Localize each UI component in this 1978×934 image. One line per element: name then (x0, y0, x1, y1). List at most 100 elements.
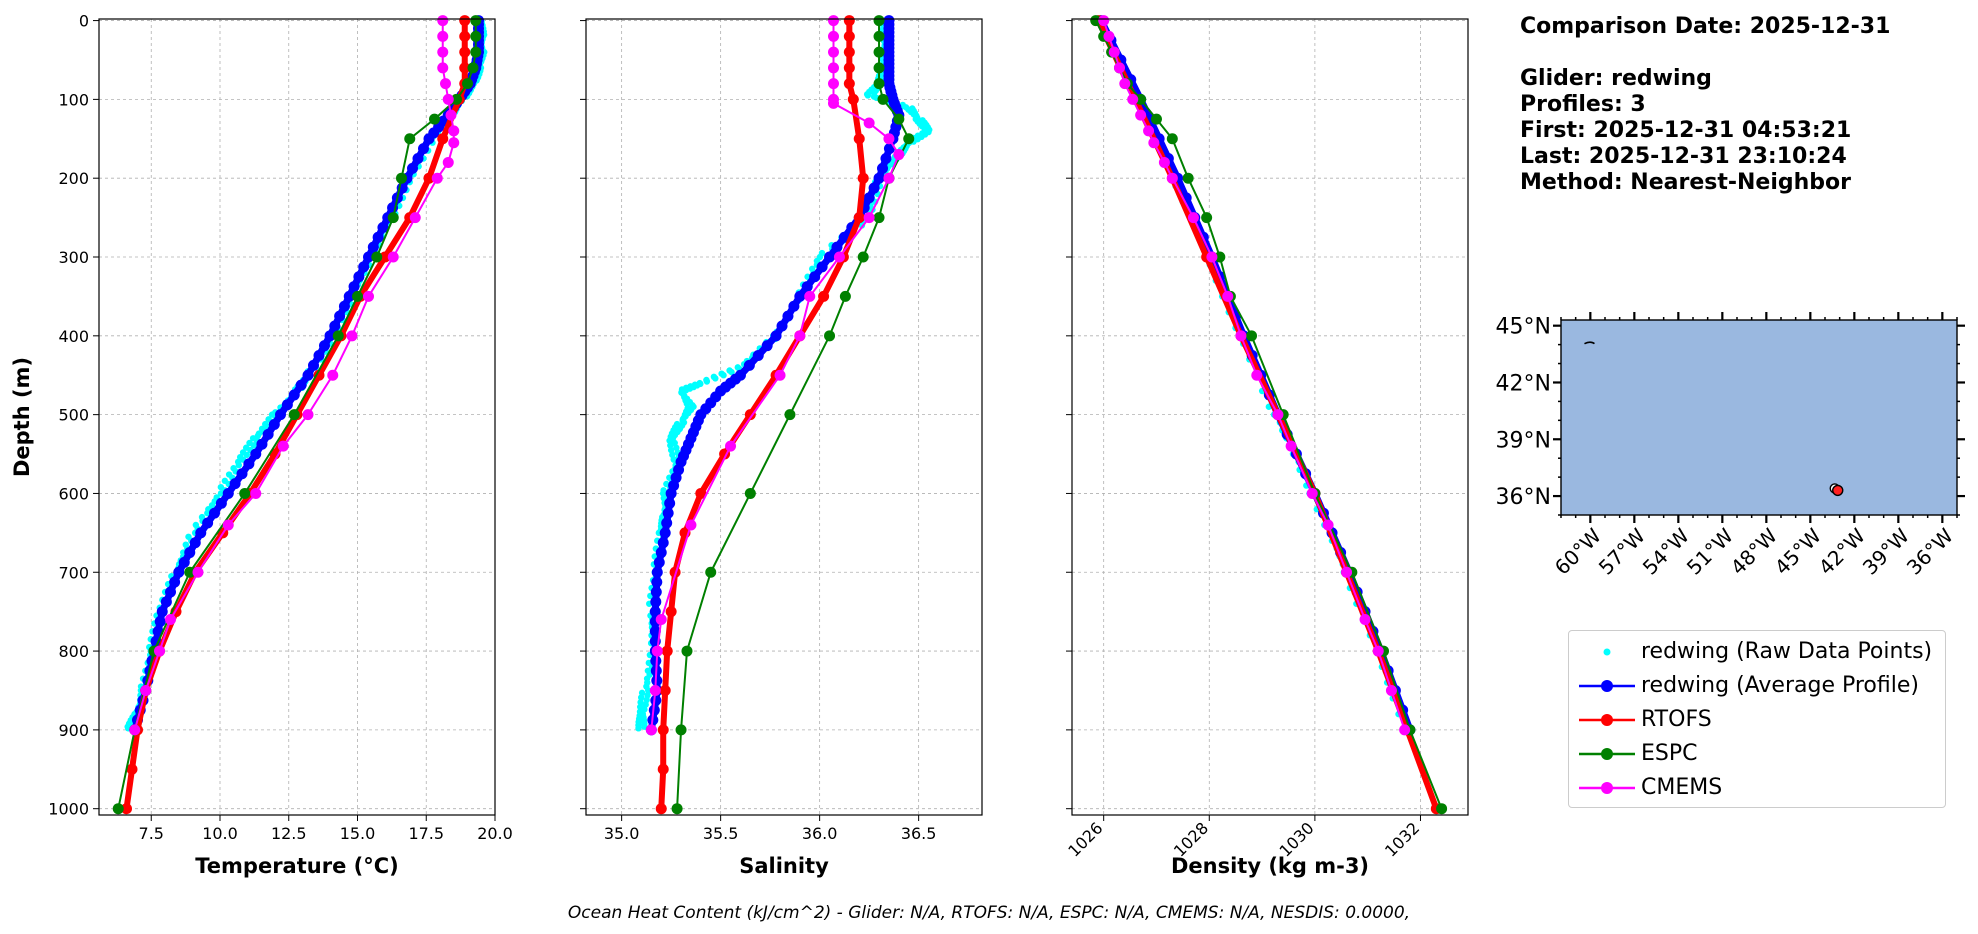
data-point-glider (649, 606, 661, 618)
map-x-tick-label: 45°W (1770, 523, 1826, 579)
data-point-glider (649, 625, 661, 637)
legend-label: CMEMS (1641, 775, 1723, 800)
data-point-rtofs (379, 251, 391, 263)
data-point-cmems (645, 724, 657, 736)
data-point-glider (363, 251, 374, 263)
raw-data-point (204, 509, 211, 517)
data-point-glider (662, 507, 674, 519)
data-point-cmems (725, 440, 737, 452)
data-point-cmems (1187, 212, 1199, 224)
x-tick-label: 15.0 (340, 824, 376, 843)
data-point-glider (883, 143, 895, 155)
data-point-glider (761, 340, 773, 352)
data-point-glider (372, 231, 384, 243)
data-point-cmems (828, 30, 839, 42)
data-point-espc (873, 62, 885, 74)
data-point-glider (782, 310, 794, 322)
raw-data-point (635, 725, 642, 732)
x-tick-label: 7.5 (139, 824, 164, 843)
data-point-espc (112, 803, 124, 815)
series-cmems (645, 15, 905, 736)
data-point-espc (857, 251, 869, 263)
data-point-espc (387, 212, 399, 224)
data-point-cmems (1385, 684, 1397, 696)
data-point-glider (178, 556, 190, 568)
data-point-glider (156, 606, 168, 618)
data-point-glider (664, 497, 676, 509)
legend-item-glider: redwing (Average Profile) (1569, 669, 1945, 703)
data-point-cmems (1143, 125, 1155, 137)
data-point-cmems (1359, 614, 1371, 626)
data-point-glider (202, 517, 214, 529)
info-panel: Comparison Date: 2025-12-31 Glider: redw… (1520, 14, 1890, 196)
data-point-cmems (1399, 724, 1411, 736)
data-point-cmems (651, 645, 663, 657)
data-point-espc (352, 290, 363, 302)
data-point-cmems (409, 212, 421, 224)
data-point-rtofs (126, 763, 138, 775)
data-point-espc (893, 113, 905, 125)
data-point-glider (313, 350, 325, 362)
data-point-cmems (250, 487, 262, 499)
data-point-espc (467, 62, 479, 74)
map-x-tick-label: 42°W (1814, 523, 1870, 579)
data-point-glider (268, 418, 280, 430)
data-point-glider (877, 162, 889, 174)
ohc-footer: Ocean Heat Content (kJ/cm^2) - Glider: N… (567, 903, 1411, 923)
data-point-espc (877, 93, 889, 105)
raw-data-point (703, 378, 711, 385)
map-x-tick-label: 57°W (1594, 523, 1650, 579)
x-tick-label: 1032 (1381, 818, 1423, 860)
data-point-glider (687, 426, 699, 438)
data-point-cmems (222, 519, 234, 531)
series-cmems (129, 15, 460, 736)
data-point-cmems (893, 149, 905, 161)
data-point-glider (319, 340, 330, 352)
data-point-cmems (1206, 251, 1218, 263)
data-point-rtofs (659, 684, 671, 696)
data-point-espc (371, 251, 383, 263)
data-point-espc (239, 487, 251, 499)
data-point-glider (229, 478, 241, 490)
raw-data-point (644, 687, 652, 694)
data-point-cmems (828, 78, 839, 90)
data-point-glider (801, 281, 813, 293)
data-point-glider (154, 616, 166, 628)
data-point-glider (651, 566, 663, 578)
data-point-cmems (828, 15, 839, 27)
data-point-glider (824, 251, 836, 263)
x-tick-label: 35.5 (703, 824, 739, 843)
data-point-glider (377, 221, 389, 233)
data-point-glider (653, 556, 665, 568)
raw-data-point (254, 432, 262, 440)
data-point-glider (650, 596, 662, 608)
data-point-glider (169, 576, 181, 588)
data-point-cmems (363, 290, 374, 302)
raw-data-point (243, 451, 251, 459)
data-point-cmems (685, 519, 697, 531)
map-y-tick-label: 36°N (1496, 485, 1551, 510)
data-point-glider (250, 448, 262, 460)
data-point-cmems (1285, 440, 1297, 452)
data-point-glider (302, 369, 314, 381)
data-point-cmems (442, 93, 454, 105)
data-point-cmems (1322, 519, 1334, 531)
raw-data-point (864, 92, 872, 99)
last-time: Last: 2025-12-31 23:10:24 (1520, 144, 1847, 169)
raw-data-point (728, 368, 735, 376)
data-point-cmems (1114, 62, 1126, 74)
data-point-rtofs (853, 212, 865, 224)
data-point-rtofs (843, 62, 855, 74)
data-point-espc (1201, 212, 1213, 224)
map-ocean (1560, 319, 1958, 516)
data-point-glider (343, 290, 355, 302)
data-point-cmems (154, 645, 165, 657)
data-point-glider (678, 450, 690, 462)
data-point-glider (770, 330, 782, 342)
data-point-glider (288, 389, 300, 401)
data-point-glider (160, 596, 172, 608)
data-point-cmems (1135, 109, 1147, 121)
data-point-glider (418, 143, 429, 155)
data-point-glider (883, 58, 895, 70)
